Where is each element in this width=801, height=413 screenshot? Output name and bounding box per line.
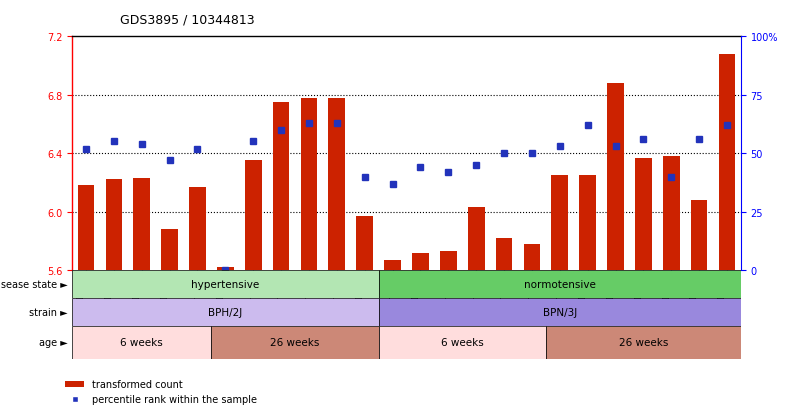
Text: normotensive: normotensive [524,279,596,290]
Bar [356,216,373,271]
Text: 6 weeks: 6 weeks [441,338,484,348]
Bar [379,298,741,326]
Text: strain ►: strain ► [30,307,68,317]
Bar [440,252,457,271]
Text: 6 weeks: 6 weeks [120,338,163,348]
Bar [78,186,95,271]
Bar [211,326,379,359]
Bar [106,180,123,271]
Bar [134,178,150,271]
Bar [272,103,289,271]
Bar [690,200,707,271]
Bar [524,244,540,271]
Bar [718,55,735,271]
Bar [663,157,679,271]
Bar [72,298,379,326]
Bar [545,326,741,359]
Bar [300,98,317,271]
Text: hypertensive: hypertensive [191,279,260,290]
Bar [328,98,345,271]
Bar [468,208,485,271]
Bar [607,84,624,271]
Text: BPN/3J: BPN/3J [542,307,577,317]
Text: BPH/2J: BPH/2J [208,307,243,317]
Text: disease state ►: disease state ► [0,279,68,290]
Text: 26 weeks: 26 weeks [271,338,320,348]
Bar [635,158,652,271]
Bar [379,326,545,359]
Legend: transformed count, percentile rank within the sample: transformed count, percentile rank withi… [61,375,261,408]
Text: age ►: age ► [39,338,68,348]
Bar [379,271,741,298]
Text: 26 weeks: 26 weeks [618,338,668,348]
Bar [189,188,206,271]
Bar [72,326,211,359]
Bar [496,238,513,271]
Bar [412,253,429,271]
Bar [217,268,234,271]
Bar [245,161,262,271]
Bar [579,176,596,271]
Bar [72,271,379,298]
Bar [161,230,178,271]
Bar [551,176,568,271]
Text: GDS3895 / 10344813: GDS3895 / 10344813 [120,14,255,27]
Bar [384,260,401,271]
